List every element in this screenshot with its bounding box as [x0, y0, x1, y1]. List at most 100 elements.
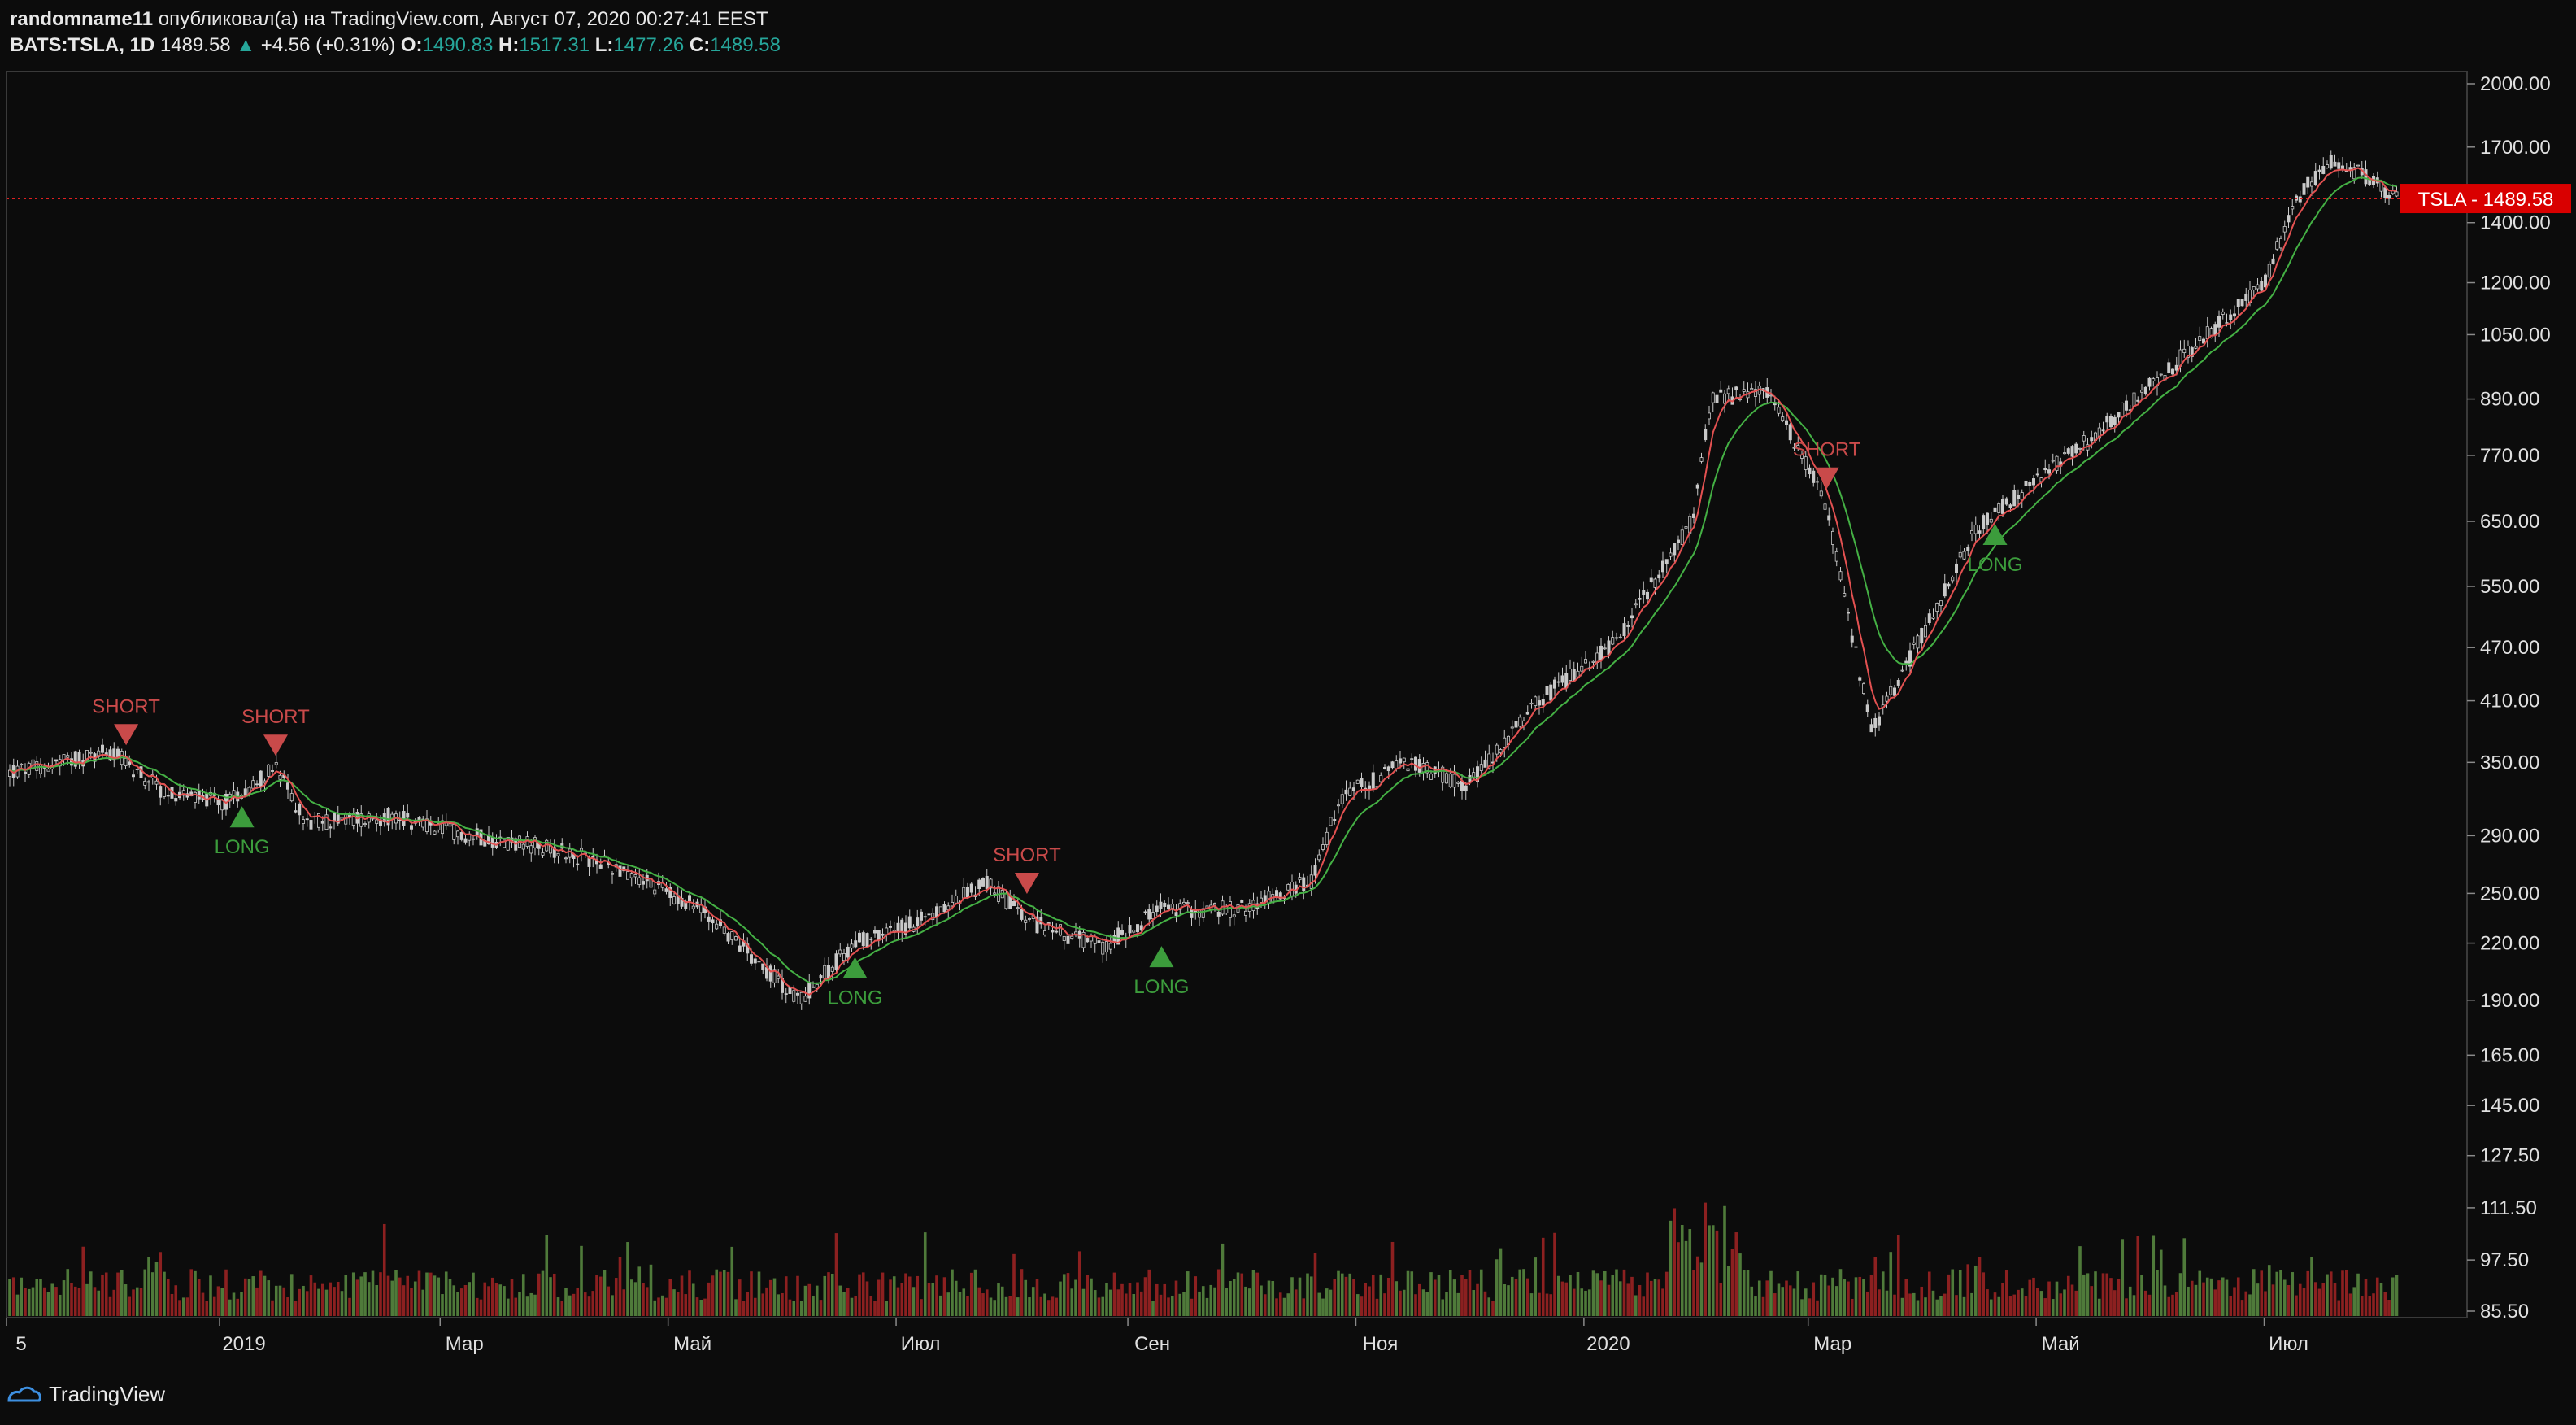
- volume-bar: [1271, 1281, 1275, 1316]
- volume-bar: [827, 1272, 830, 1316]
- volume-bar: [1564, 1282, 1569, 1316]
- volume-bar: [1827, 1285, 1831, 1316]
- candle-body: [2190, 347, 2194, 357]
- candle-body: [1657, 574, 1661, 579]
- volume-bar: [1808, 1298, 1812, 1316]
- candle-body: [506, 836, 510, 851]
- candle-body: [2205, 326, 2209, 339]
- candle-body: [2124, 400, 2128, 411]
- volume-bar: [1174, 1280, 1178, 1316]
- volume-bar: [2086, 1273, 2090, 1316]
- y-tick-label: 650.00: [2480, 511, 2539, 533]
- volume-bar: [904, 1273, 907, 1316]
- volume-bar: [819, 1300, 823, 1316]
- volume-bar: [703, 1298, 707, 1316]
- candle-body: [1020, 909, 1024, 920]
- volume-bar: [1761, 1296, 1765, 1316]
- current-price-tag[interactable]: [2400, 184, 2571, 214]
- volume-bar: [1834, 1286, 1838, 1316]
- volume-bar: [348, 1297, 351, 1316]
- volume-bar: [842, 1292, 846, 1316]
- volume-bar: [150, 1272, 154, 1316]
- volume-bar: [1522, 1269, 1525, 1316]
- candle-body: [927, 913, 931, 916]
- symbol-label[interactable]: BATS:TSLA, 1D: [10, 34, 155, 56]
- volume-bar: [386, 1275, 390, 1316]
- candle-body: [730, 931, 734, 940]
- volume-bar: [154, 1262, 159, 1316]
- volume-bar: [1433, 1279, 1437, 1316]
- candle-body: [1599, 645, 1603, 660]
- candle-body: [433, 830, 437, 835]
- candle-body: [1429, 774, 1434, 780]
- candle-body: [73, 751, 77, 767]
- volume-bar: [1441, 1299, 1445, 1316]
- candle-body: [363, 823, 367, 826]
- candle-body: [1823, 503, 1827, 510]
- volume-bar: [1534, 1257, 1538, 1316]
- candle-body: [1684, 526, 1688, 529]
- candle-body: [1777, 407, 1781, 414]
- candle-body: [143, 781, 147, 786]
- volume-bar: [881, 1272, 885, 1316]
- candle-body: [2082, 435, 2086, 442]
- volume-bar: [850, 1297, 854, 1316]
- volume-bar: [954, 1280, 958, 1316]
- candle-body: [761, 963, 765, 970]
- volume-bar: [653, 1300, 657, 1316]
- volume-bar: [2028, 1279, 2032, 1316]
- volume-bar: [1491, 1301, 1495, 1316]
- volume-bar: [2302, 1288, 2306, 1316]
- volume-bar: [583, 1292, 587, 1316]
- volume-bar: [525, 1296, 529, 1316]
- volume-bar: [1889, 1252, 1893, 1316]
- last-price: 1489.58: [159, 34, 231, 56]
- volume-bar: [680, 1275, 684, 1316]
- y-tick-label: 85.50: [2480, 1301, 2529, 1323]
- candle-body: [1051, 930, 1055, 933]
- brand-name[interactable]: TradingView: [49, 1381, 166, 1406]
- volume-bar: [2252, 1269, 2256, 1316]
- volume-bar: [271, 1300, 274, 1316]
- candle-body: [1973, 525, 1978, 534]
- candle-body: [1159, 901, 1163, 909]
- volume-bar: [746, 1292, 750, 1316]
- tradingview-logo-icon[interactable]: [7, 1384, 42, 1404]
- volume-bar: [552, 1273, 556, 1316]
- candle-body: [521, 843, 525, 850]
- volume-bar: [20, 1277, 24, 1316]
- volume-bar: [1854, 1277, 1858, 1316]
- time-axis[interactable]: 5 2019 Мар Май Июл Сен Ноя 2020 Мар Май Июл: [6, 1318, 2308, 1355]
- price-axis[interactable]: 2000.00 1700.00 1400.00 1200.00 1050.00 890.0…: [2467, 73, 2551, 1323]
- high-label: H:: [498, 34, 520, 56]
- candle-body: [1649, 577, 1653, 583]
- candle-body: [89, 752, 93, 754]
- author-name[interactable]: randomname11: [10, 8, 154, 30]
- volume-bar: [2047, 1281, 2051, 1316]
- volume-bar: [1843, 1279, 1847, 1316]
- volume-bar: [1143, 1277, 1147, 1316]
- chart-header: randomname11 опубликовал(а) на TradingVi…: [10, 7, 2563, 59]
- volume-bar: [298, 1288, 302, 1316]
- volume-bar: [1055, 1297, 1059, 1316]
- candle-body: [2201, 338, 2205, 344]
- candle-body: [1580, 665, 1584, 672]
- candle-body: [1410, 758, 1414, 760]
- candle-body: [1379, 774, 1383, 782]
- volume-bar: [603, 1270, 607, 1316]
- volume-bar: [2035, 1288, 2039, 1316]
- x-tick-label: 2019: [222, 1333, 265, 1355]
- volume-bar: [302, 1285, 305, 1316]
- volume-bar: [1298, 1277, 1302, 1316]
- volume-bar: [916, 1275, 920, 1316]
- volume-bar: [2298, 1283, 2302, 1316]
- candle-body: [1260, 897, 1264, 903]
- volume-bar: [1046, 1300, 1051, 1316]
- volume-bar: [668, 1279, 672, 1316]
- volume-bar: [228, 1299, 232, 1316]
- volume-bar: [1487, 1297, 1491, 1316]
- volume-bar: [726, 1271, 730, 1316]
- volume-bar: [742, 1301, 746, 1316]
- volume-bar: [572, 1293, 576, 1316]
